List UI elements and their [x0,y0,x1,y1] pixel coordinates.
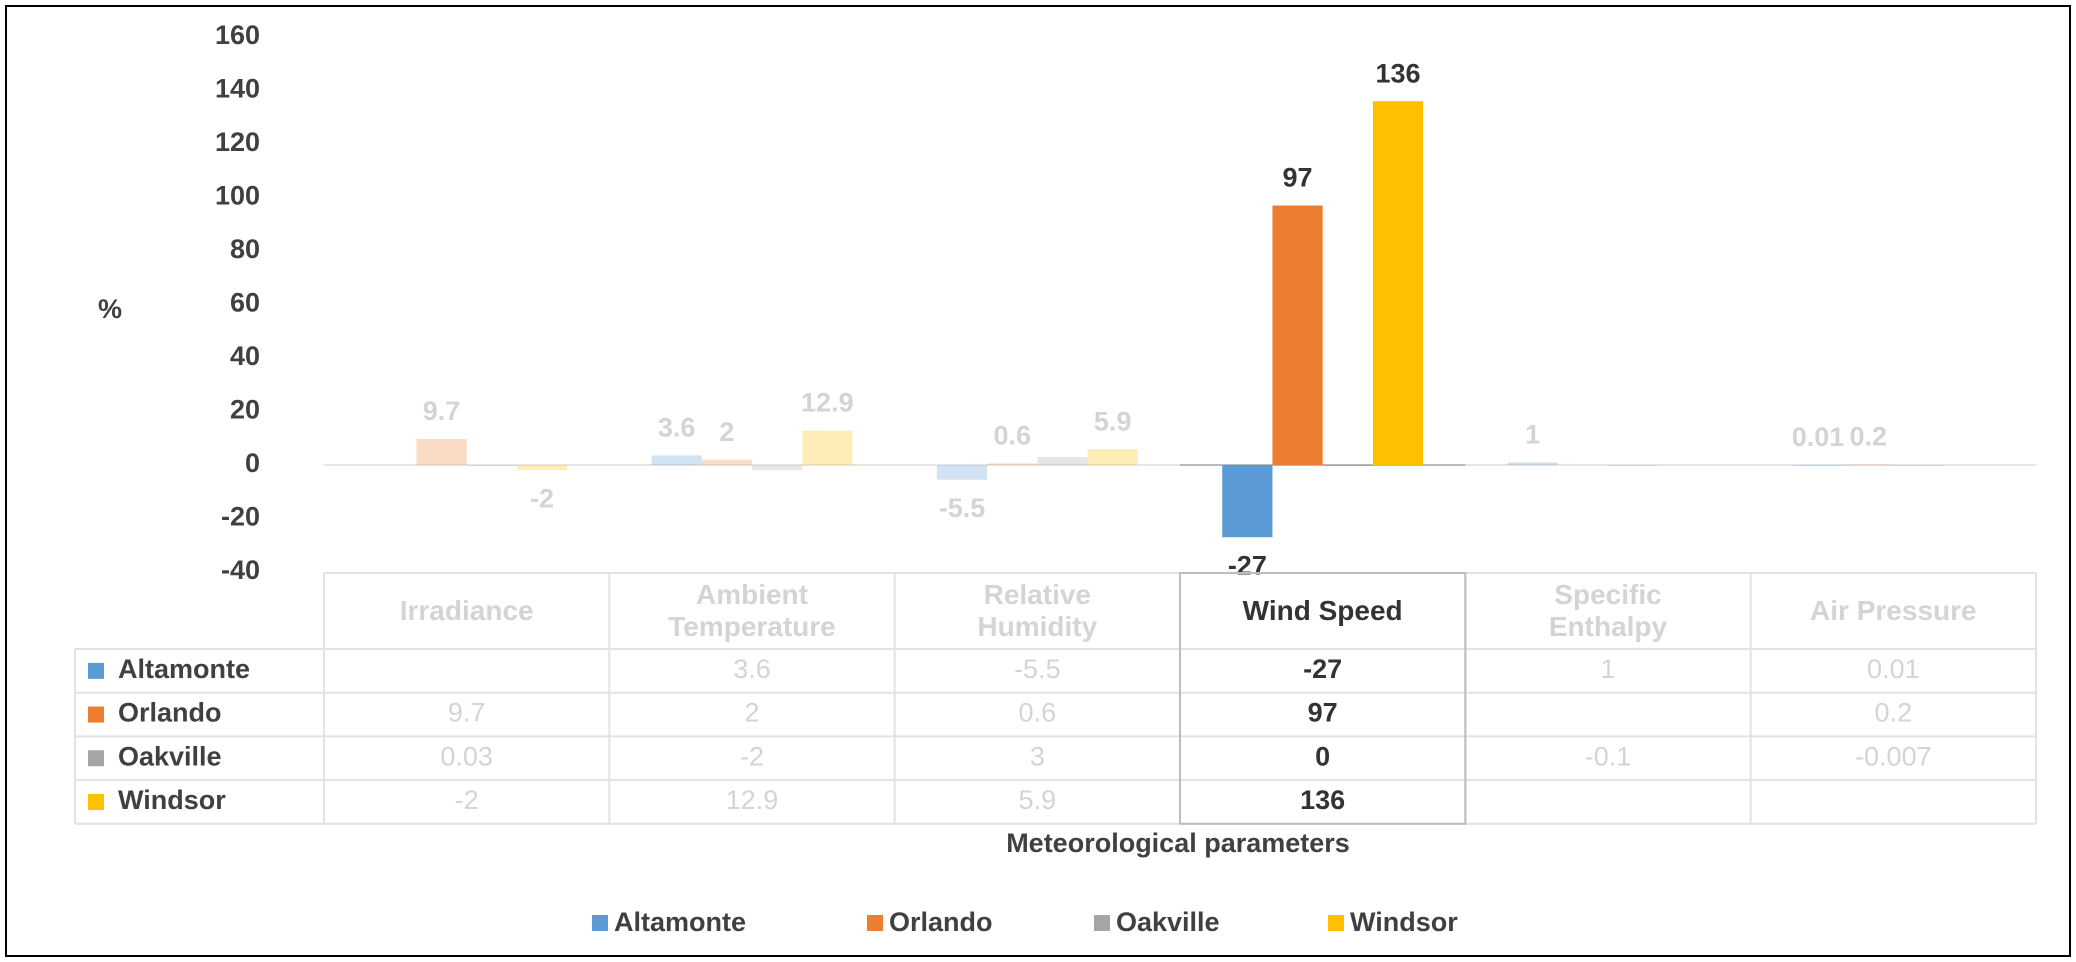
y-tick-label: 140 [215,74,260,104]
y-tick-label: 80 [230,234,260,264]
legend-key [867,915,883,931]
table-value: 0.01 [1867,654,1920,684]
bar [752,465,803,471]
bar [1372,101,1424,465]
data-label: 0.2 [1849,422,1887,452]
table-value: -2 [455,785,479,815]
data-label: -27 [1228,550,1267,580]
x-tick-label: Irradiance [399,595,534,626]
y-tick-label: 120 [215,127,260,157]
bar [1222,465,1273,538]
x-tick-label: Relative Humidity [977,579,1098,642]
category-cell: Ambient Temperature [668,579,836,642]
bar [416,439,467,465]
legend-key [1094,915,1110,931]
table-value: 0 [1315,741,1330,771]
x-tick-label: Ambient Temperature [668,579,836,642]
bar [1087,449,1138,465]
x-tick-label: Air Pressure [1810,595,1977,626]
bar [987,463,1038,465]
y-axis-label: % [98,294,122,324]
frame [5,5,2071,957]
y-tick-label: 0 [245,448,260,478]
category-cell: Specific Enthalpy [1548,579,1668,642]
bar [516,465,568,471]
table-value: 9.7 [448,698,486,728]
x-tick-label: Specific Enthalpy [1548,579,1668,642]
table-value: 3 [1030,741,1045,771]
data-label: 0.01 [1792,422,1845,452]
x-tick-label: Wind Speed [1242,595,1403,626]
bar [651,455,702,465]
category-cell: Relative Humidity [977,579,1098,642]
table-value: -5.5 [1014,654,1061,684]
row-label: Altamonte [118,654,250,684]
data-label: 136 [1375,58,1420,88]
table-value: 2 [744,698,759,728]
data-label: 9.7 [423,396,461,426]
row-label: Windsor [118,785,226,815]
table-value: 3.6 [733,654,771,684]
bar [1792,464,1844,466]
table-value: 0.6 [1019,698,1057,728]
data-label: -5.5 [939,493,986,523]
table-value: 97 [1308,698,1338,728]
bar [1893,465,1944,466]
y-tick-label: 160 [215,20,260,50]
legend-key [592,915,608,931]
table-value: 5.9 [1019,785,1057,815]
category-cell: Irradiance [399,595,534,626]
bar [466,464,517,466]
data-label: 1 [1525,419,1540,449]
data-label: 97 [1283,163,1313,193]
data-label: -2 [530,483,554,513]
table-value: 12.9 [726,785,779,815]
legend-label: Altamonte [614,907,746,937]
table-value: 0.03 [440,741,493,771]
y-tick-label: 100 [215,181,260,211]
row-label: Orlando [118,698,222,728]
table-value: -2 [740,741,764,771]
legend-label: Oakville [1116,907,1220,937]
table-value: -0.1 [1585,741,1632,771]
table-value: 136 [1300,785,1345,815]
bar [1037,456,1088,465]
data-label: 0.6 [993,421,1031,451]
bar [936,465,988,480]
bar [1272,205,1323,465]
y-tick-label: 60 [230,288,260,318]
table-highlight [1179,572,1467,825]
data-label: 5.9 [1094,406,1132,436]
legend-label: Orlando [889,907,993,937]
row-label: Oakville [118,741,222,771]
table-value: 0.2 [1875,698,1913,728]
data-label: 12.9 [801,388,854,418]
bar [1322,465,1373,466]
y-tick-label: -40 [221,555,260,585]
y-tick-label: -20 [221,502,260,532]
legend-key [88,750,104,767]
category-cell: Wind Speed [1242,595,1403,626]
table-value: -0.007 [1855,741,1932,771]
bar [802,430,853,465]
bar [1608,465,1659,466]
y-tick-label: 20 [230,395,260,425]
table-value: 1 [1600,654,1615,684]
legend-key [1328,915,1344,931]
data-label: 3.6 [658,412,696,442]
legend-label: Windsor [1350,907,1458,937]
x-axis-label: Meteorological parameters [1006,828,1350,858]
legend-key [88,662,104,679]
bar [701,459,752,465]
y-tick-label: 40 [230,341,260,371]
bar [1507,462,1558,465]
bar [1843,464,1894,466]
legend-key [88,706,104,723]
data-label: 2 [719,417,734,447]
table-value: -27 [1303,654,1342,684]
legend-key [88,793,104,810]
category-cell: Air Pressure [1810,595,1977,626]
